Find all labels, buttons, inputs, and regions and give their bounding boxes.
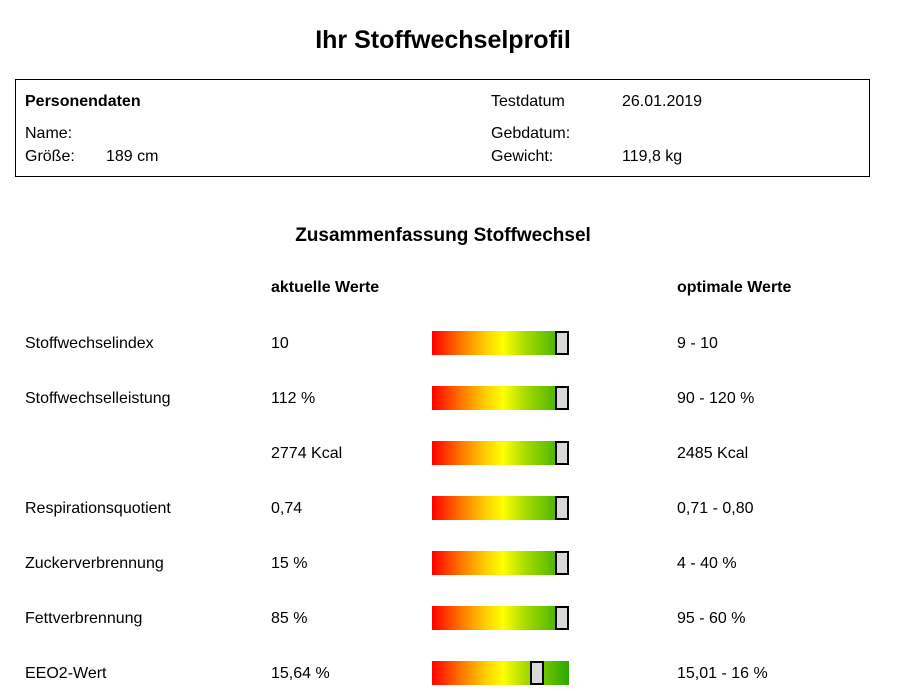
- row-current-value: 112 %: [271, 390, 316, 407]
- level-marker: [555, 441, 569, 465]
- height-label: Größe:: [25, 148, 75, 165]
- weight-label: Gewicht:: [491, 148, 554, 165]
- summary-row: Stoffwechselindex 10 9 - 10: [0, 331, 900, 361]
- row-current-value: 0,74: [271, 500, 303, 517]
- height-value: 189 cm: [106, 148, 159, 165]
- weight-value: 119,8 kg: [622, 148, 683, 165]
- level-bar: [432, 331, 569, 355]
- level-marker: [555, 551, 569, 575]
- row-current-value: 15 %: [271, 555, 308, 572]
- summary-row: Respirationsquotient 0,74 0,71 - 0,80: [0, 496, 900, 526]
- birthdate-label: Gebdatum:: [491, 125, 571, 142]
- row-optimal-value: 4 - 40 %: [677, 555, 737, 572]
- level-bar: [432, 551, 569, 575]
- column-header-current: aktuelle Werte: [271, 279, 380, 296]
- row-label: Stoffwechselleistung: [25, 390, 171, 407]
- level-bar: [432, 606, 569, 630]
- level-marker: [555, 331, 569, 355]
- level-marker: [555, 606, 569, 630]
- person-data-heading: Personendaten: [25, 93, 141, 110]
- page-title: Ihr Stoffwechselprofil: [315, 26, 571, 54]
- level-bar: [432, 661, 569, 685]
- summary-row: Fettverbrennung 85 % 95 - 60 %: [0, 606, 900, 636]
- row-current-value: 15,64 %: [271, 665, 330, 682]
- testdate-value: 26.01.2019: [622, 93, 703, 110]
- row-optimal-value: 0,71 - 0,80: [677, 500, 754, 517]
- row-optimal-value: 15,01 - 16 %: [677, 665, 768, 682]
- row-optimal-value: 9 - 10: [677, 335, 718, 352]
- summary-row: Zuckerverbrennung 15 % 4 - 40 %: [0, 551, 900, 581]
- row-label: EEO2-Wert: [25, 665, 107, 682]
- row-label: Respirationsquotient: [25, 500, 171, 517]
- summary-title: Zusammenfassung Stoffwechsel: [295, 225, 591, 246]
- name-label: Name:: [25, 125, 73, 142]
- level-bar: [432, 386, 569, 410]
- level-bar: [432, 496, 569, 520]
- level-bar: [432, 441, 569, 465]
- summary-row: 2774 Kcal 2485 Kcal: [0, 441, 900, 471]
- summary-row: EEO2-Wert 15,64 % 15,01 - 16 %: [0, 661, 900, 691]
- person-data-box: Personendaten Name: Größe: 189 cm Testda…: [15, 79, 870, 177]
- row-current-value: 10: [271, 335, 289, 352]
- row-label: Stoffwechselindex: [25, 335, 154, 352]
- column-header-optimal: optimale Werte: [677, 279, 792, 296]
- level-marker: [555, 386, 569, 410]
- row-label: Zuckerverbrennung: [25, 555, 164, 572]
- level-marker: [530, 661, 544, 685]
- level-marker: [555, 496, 569, 520]
- row-current-value: 85 %: [271, 610, 308, 627]
- row-label: Fettverbrennung: [25, 610, 143, 627]
- testdate-label: Testdatum: [491, 93, 565, 110]
- row-current-value: 2774 Kcal: [271, 445, 343, 462]
- row-optimal-value: 2485 Kcal: [677, 445, 749, 462]
- summary-row: Stoffwechselleistung 112 % 90 - 120 %: [0, 386, 900, 416]
- row-optimal-value: 95 - 60 %: [677, 610, 746, 627]
- row-optimal-value: 90 - 120 %: [677, 390, 755, 407]
